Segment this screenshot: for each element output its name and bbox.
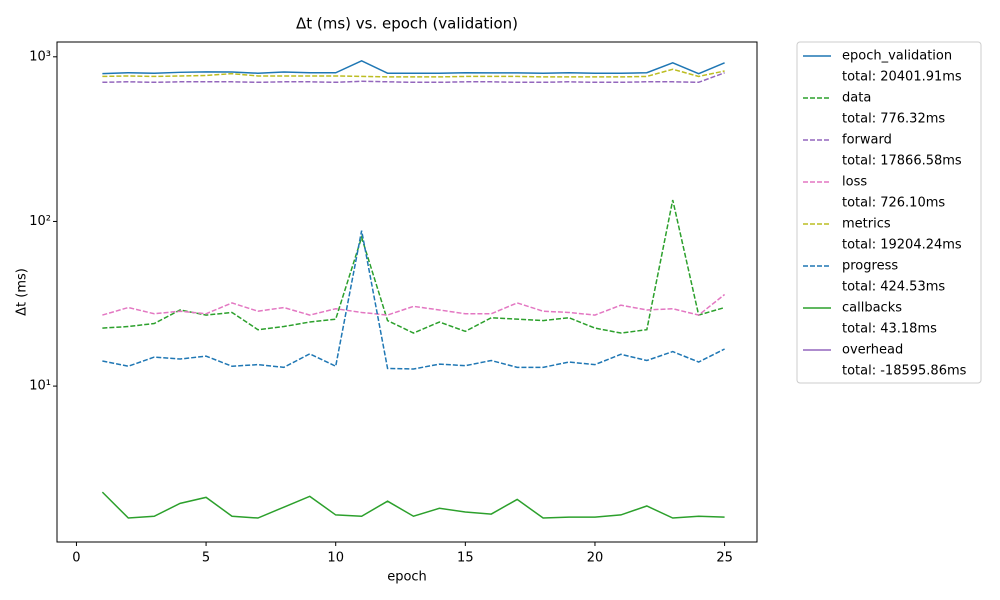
legend-total: total: 19204.24ms bbox=[842, 238, 962, 253]
legend-label: data bbox=[842, 91, 871, 106]
y-axis-label: Δt (ms) bbox=[15, 268, 30, 316]
series-line bbox=[102, 199, 725, 334]
x-tick-label: 20 bbox=[587, 551, 604, 566]
x-tick-label: 25 bbox=[716, 551, 733, 566]
legend-total: total: 17866.58ms bbox=[842, 154, 962, 169]
series-line bbox=[101, 491, 725, 519]
x-axis-label: epoch bbox=[387, 570, 427, 585]
series-line bbox=[102, 293, 726, 316]
series-line bbox=[102, 60, 725, 75]
y-tick-label: 10¹ bbox=[29, 379, 51, 394]
legend-total: total: -18595.86ms bbox=[842, 364, 967, 379]
legend-box bbox=[796, 41, 982, 384]
x-tick-label: 10 bbox=[327, 551, 344, 566]
chart-title: Δt (ms) vs. epoch (validation) bbox=[296, 15, 518, 33]
legend-label: loss bbox=[842, 175, 867, 190]
legend-label: epoch_validation bbox=[842, 49, 952, 64]
y-tick-label: 10³ bbox=[29, 49, 51, 64]
y-tick-label: 10² bbox=[29, 214, 51, 229]
legend-label: progress bbox=[842, 259, 898, 274]
legend-total: total: 424.53ms bbox=[842, 280, 945, 295]
series-line bbox=[102, 68, 725, 78]
legend-total: total: 43.18ms bbox=[842, 322, 937, 337]
legend-label: forward bbox=[842, 133, 892, 148]
plot-area bbox=[56, 41, 758, 543]
series-line bbox=[102, 230, 725, 370]
x-tick-label: 15 bbox=[457, 551, 474, 566]
legend-label: overhead bbox=[842, 343, 903, 358]
legend-total: total: 726.10ms bbox=[842, 196, 945, 211]
series-line bbox=[102, 72, 725, 84]
legend-total: total: 20401.91ms bbox=[842, 70, 962, 85]
legend-label: metrics bbox=[842, 217, 891, 232]
x-tick-label: 5 bbox=[202, 551, 210, 566]
x-tick-label: 0 bbox=[72, 551, 80, 566]
legend-total: total: 776.32ms bbox=[842, 112, 945, 127]
legend-label: callbacks bbox=[842, 301, 902, 316]
